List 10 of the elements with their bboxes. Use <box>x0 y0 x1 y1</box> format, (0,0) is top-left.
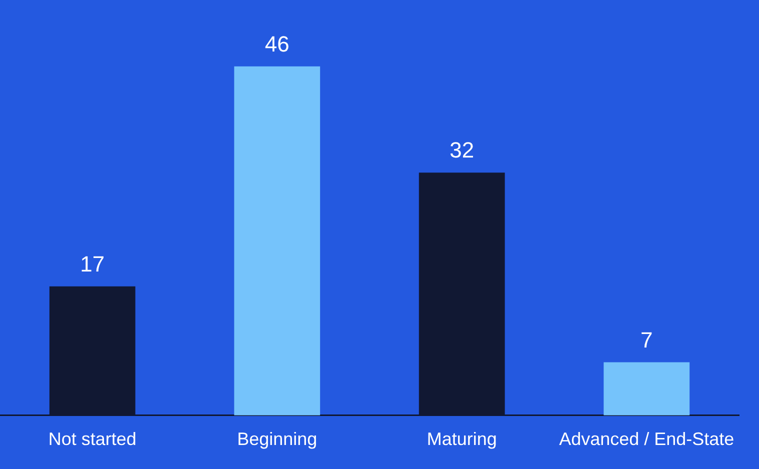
data-label: 7 <box>640 327 653 352</box>
x-tick-label: Advanced / End-State <box>559 429 734 450</box>
x-tick-label: Not started <box>48 429 136 450</box>
bar <box>234 66 320 416</box>
data-label: 17 <box>80 251 105 276</box>
x-tick-label: Maturing <box>426 429 497 450</box>
bar <box>604 362 690 416</box>
data-label: 46 <box>264 31 290 56</box>
x-tick-label: Beginning <box>237 429 318 450</box>
data-label: 32 <box>450 138 474 163</box>
